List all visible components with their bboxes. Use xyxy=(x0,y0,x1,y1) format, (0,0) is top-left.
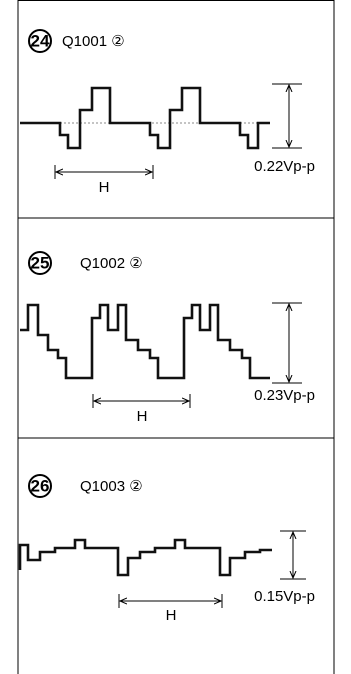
panel: 24 Q1001 ② 0.22Vp-p H xyxy=(20,30,315,196)
amplitude-label: 0.22Vp-p xyxy=(254,158,315,175)
panel: 26 Q1003 ② 0.15Vp-p H xyxy=(20,475,315,624)
panel-number: 26 xyxy=(31,476,50,495)
panel-label: Q1002 ② xyxy=(80,255,143,272)
amplitude-label: 0.23Vp-p xyxy=(254,387,315,404)
panel-number: 24 xyxy=(31,31,50,50)
amplitude-label: 0.15Vp-p xyxy=(254,588,315,605)
waveform-sheet: 24 Q1001 ② 0.22Vp-p H 25 Q1002 ② 0.23Vp-… xyxy=(0,0,351,674)
panel-label: Q1001 ② xyxy=(62,33,125,50)
panel-number: 25 xyxy=(31,253,50,272)
panel: 25 Q1002 ② 0.23Vp-p H xyxy=(20,252,315,425)
frame xyxy=(18,0,334,674)
waveform xyxy=(20,88,270,148)
waveform xyxy=(20,305,270,378)
panel-label: Q1003 ② xyxy=(80,478,143,495)
period-label: H xyxy=(137,408,148,425)
period-label: H xyxy=(99,179,110,196)
waveform xyxy=(20,540,272,575)
period-label: H xyxy=(166,607,177,624)
